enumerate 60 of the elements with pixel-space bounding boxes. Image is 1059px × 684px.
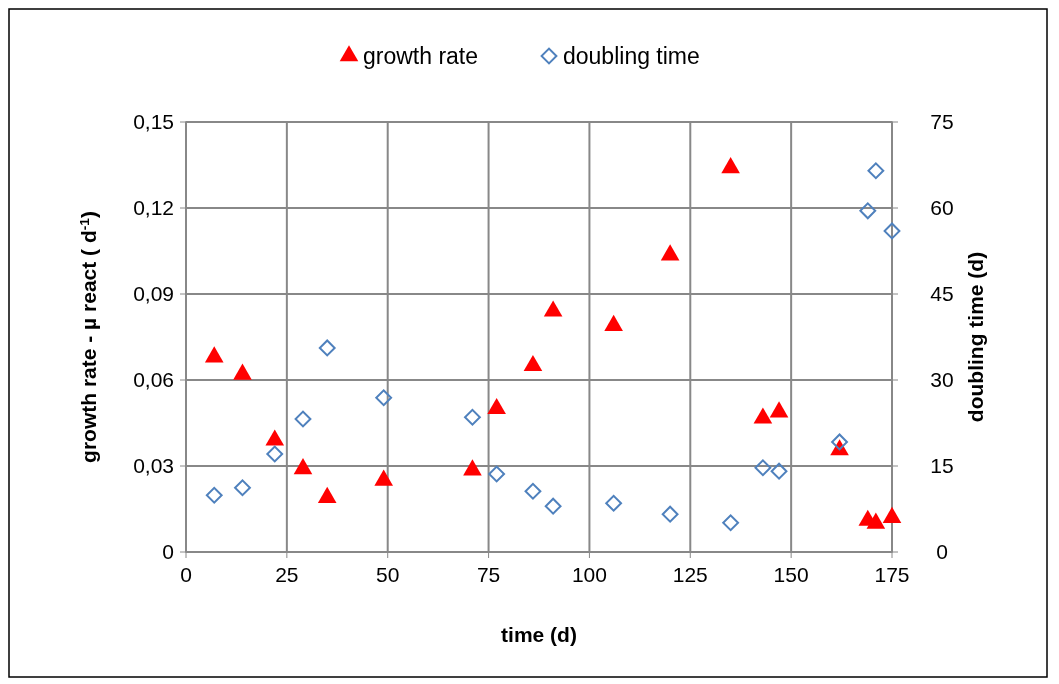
- point: [204, 346, 224, 363]
- x-tick-label: 0: [180, 563, 192, 586]
- point: [265, 429, 285, 446]
- y-tick-label: 0,15: [133, 110, 174, 133]
- point: [882, 506, 902, 523]
- point: [543, 300, 563, 317]
- point: [205, 486, 223, 504]
- point: [883, 222, 901, 240]
- y2-tick-label: 45: [930, 282, 954, 305]
- x-tick-label: 25: [275, 563, 299, 586]
- point: [831, 433, 848, 451]
- point: [661, 505, 679, 523]
- point: [544, 497, 562, 515]
- y2-tick-label: 60: [930, 196, 954, 219]
- x-tick-label: 175: [874, 563, 910, 586]
- point: [234, 479, 251, 497]
- y-tick-label: 0,06: [133, 368, 174, 391]
- point: [266, 445, 284, 463]
- point: [523, 354, 543, 372]
- point: [859, 202, 877, 220]
- point: [754, 459, 772, 477]
- y2-tick-label: 75: [930, 110, 954, 133]
- point: [867, 162, 885, 180]
- point: [604, 314, 623, 331]
- y-tick-label: 0: [162, 540, 174, 563]
- legend-label: growth rate: [363, 43, 479, 69]
- point: [488, 465, 506, 483]
- x-tick-label: 50: [376, 563, 400, 586]
- point: [524, 482, 542, 500]
- point: [722, 514, 740, 532]
- point: [463, 459, 482, 476]
- y-tick-label: 0,09: [133, 282, 174, 305]
- point: [374, 469, 393, 486]
- point: [769, 401, 789, 418]
- point: [375, 389, 393, 407]
- point: [866, 512, 886, 529]
- y2-tick-label: 30: [930, 368, 954, 391]
- y-tick-label: 0,03: [133, 454, 174, 477]
- point: [487, 397, 506, 415]
- x-tick-label: 75: [476, 563, 501, 586]
- point: [318, 339, 336, 357]
- point: [464, 408, 481, 426]
- y-tick-label: 0,12: [133, 196, 174, 219]
- y2-axis-title: doubling time (d): [964, 251, 987, 423]
- legend-label: doubling time: [563, 43, 700, 69]
- x-axis-title: time (d): [501, 623, 577, 646]
- point: [233, 363, 252, 380]
- point: [770, 462, 788, 480]
- point: [317, 486, 337, 503]
- x-tick-label: 150: [773, 563, 809, 586]
- point: [721, 157, 740, 174]
- point: [293, 458, 313, 475]
- point: [753, 407, 773, 424]
- x-tick-label: 125: [672, 563, 708, 586]
- y2-tick-label: 0: [936, 540, 948, 563]
- x-tick-label: 100: [571, 563, 607, 586]
- point: [660, 244, 680, 261]
- point: [605, 494, 623, 512]
- y2-tick-label: 15: [930, 454, 954, 477]
- point: [294, 410, 312, 428]
